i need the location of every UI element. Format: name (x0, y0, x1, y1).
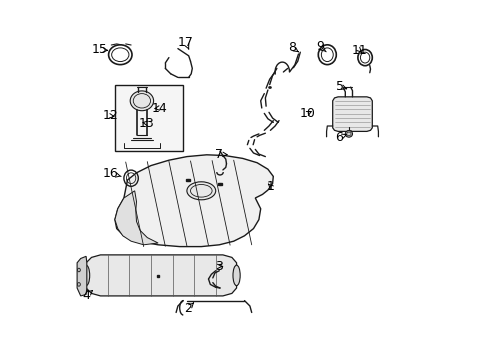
Ellipse shape (345, 131, 352, 137)
Text: 10: 10 (299, 107, 315, 120)
Ellipse shape (77, 283, 80, 286)
Text: 12: 12 (102, 109, 118, 122)
Text: 11: 11 (351, 44, 367, 57)
Ellipse shape (77, 268, 80, 272)
Text: 16: 16 (102, 167, 121, 180)
Ellipse shape (232, 265, 240, 286)
Text: 3: 3 (214, 260, 222, 273)
Polygon shape (115, 155, 273, 247)
Ellipse shape (130, 91, 153, 111)
Polygon shape (86, 255, 236, 296)
Text: 1: 1 (266, 180, 274, 193)
Text: 7: 7 (215, 148, 227, 161)
Polygon shape (332, 97, 371, 131)
Text: 17: 17 (178, 36, 193, 49)
Text: 13: 13 (139, 117, 154, 130)
Text: 15: 15 (91, 43, 107, 56)
Ellipse shape (186, 182, 215, 200)
Text: 9: 9 (316, 40, 325, 53)
Text: 8: 8 (287, 41, 298, 54)
Polygon shape (77, 256, 87, 296)
Text: 5: 5 (335, 80, 346, 93)
Text: 2: 2 (183, 302, 193, 315)
Text: 6: 6 (334, 131, 346, 144)
Bar (115, 85, 183, 151)
Text: 14: 14 (151, 102, 167, 114)
Polygon shape (115, 191, 158, 245)
Text: 4: 4 (82, 289, 92, 302)
Ellipse shape (82, 265, 89, 286)
